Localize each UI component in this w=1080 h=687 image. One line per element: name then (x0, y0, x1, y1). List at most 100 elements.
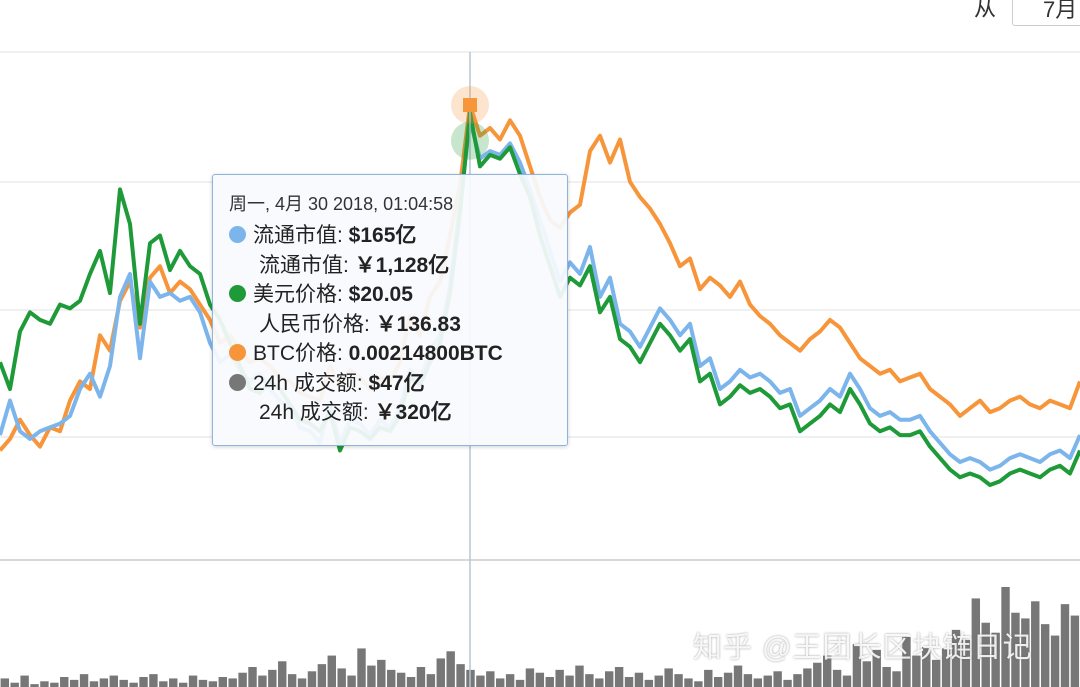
volume-bar (169, 678, 178, 687)
volume-bar (317, 664, 327, 687)
tooltip-row-volume-cny: 24h 成交额: ￥320亿 (229, 398, 567, 428)
volume-bar (0, 678, 10, 687)
volume-bar (862, 661, 872, 687)
volume-bar (505, 674, 515, 687)
tooltip-value: ￥1,128亿 (354, 253, 450, 277)
volume-bar (892, 671, 901, 687)
tooltip-row-volume-usd: 24h 成交额: $47亿 (229, 369, 567, 399)
volume-bar (347, 675, 356, 687)
volume-bar (238, 672, 247, 687)
hover-markers (451, 86, 489, 160)
volume-bar (307, 671, 317, 687)
tooltip-value: ￥320亿 (374, 401, 452, 424)
volume-bar (555, 669, 564, 687)
usd-price-legend-dot (229, 285, 246, 302)
volume-bar (941, 648, 951, 687)
volume-bar (882, 667, 891, 687)
tooltip-value: ￥136.83 (375, 312, 461, 336)
volume-bar (614, 667, 624, 687)
volume-bar (822, 655, 832, 687)
market-cap-legend-dot (229, 226, 246, 243)
tooltip-label: 24h 成交额: (253, 371, 369, 395)
volume-bar (605, 671, 614, 687)
volume-bar (842, 675, 852, 687)
volume-bar (991, 632, 1000, 687)
volume-bar (99, 678, 109, 687)
volume-bar (793, 674, 802, 687)
volume-bar (713, 677, 723, 687)
btc-price-hover-marker (463, 98, 477, 112)
volume-bar (981, 622, 990, 687)
volume-bar (733, 665, 743, 687)
volume-bar (188, 675, 198, 687)
volume-bar (89, 681, 99, 687)
tooltip-row-market-cap-usd: 流通市值: $165亿 (229, 221, 567, 251)
volume-bar (1060, 604, 1070, 687)
tooltip-row-cny-price: 人民币价格: ￥136.83 (229, 310, 567, 340)
volume-bar (723, 672, 733, 687)
volume-bar (515, 679, 525, 687)
volume-bar (684, 678, 693, 687)
volume-bar (476, 675, 485, 687)
volume-bar (109, 675, 118, 687)
volume-bar (327, 655, 336, 687)
usd-price-hover-halo (451, 121, 489, 160)
volume-bar (129, 682, 138, 687)
volume-bar (624, 677, 634, 687)
date-range-from-input[interactable]: 7月 (1012, 0, 1080, 26)
volume-bar (159, 681, 168, 687)
volume-bar (50, 682, 59, 687)
volume-bar (436, 658, 445, 687)
volume-bar (674, 674, 683, 687)
volume-bar (387, 669, 396, 687)
volume-bar (149, 674, 158, 687)
volume-bar (634, 672, 644, 687)
tooltip-label: 流通市值: (259, 253, 355, 277)
volume-bar (545, 677, 554, 687)
volume-bar (565, 675, 574, 687)
volume-bar (287, 674, 297, 687)
volume-bar (1031, 601, 1040, 687)
volume-bar (753, 678, 763, 687)
volume-bar (278, 661, 287, 687)
tooltip-value: 0.00214800BTC (348, 342, 503, 365)
volume-bar (198, 679, 208, 687)
tooltip-row-btc-price: BTC价格: 0.00214800BTC (229, 339, 567, 369)
tooltip-row-market-cap-cny: 流通市值: ￥1,128亿 (229, 251, 567, 281)
volume-bar (446, 651, 455, 687)
tooltip-label: 人民币价格: (259, 312, 376, 336)
volume-bar (69, 679, 79, 687)
tooltip-row-usd-price: 美元价格: $20.05 (229, 280, 567, 310)
volume-bar (783, 679, 792, 687)
volume-bar (337, 668, 346, 687)
volume-bar (406, 677, 416, 687)
btc-price-legend-dot (229, 344, 246, 361)
volume-bar (525, 668, 535, 687)
volume-bar (139, 677, 148, 687)
chart-tooltip: 周一, 4月 30 2018, 01:04:58 流通市值: $165亿 流通市… (212, 174, 568, 446)
volume-bar (931, 659, 941, 687)
volume-bar (664, 668, 673, 687)
volume-bar (416, 667, 426, 687)
volume-bar (595, 678, 604, 687)
volume-bar (902, 637, 911, 687)
tooltip-value: $165亿 (348, 224, 417, 247)
volume-bar (396, 672, 406, 687)
volume-bar (10, 682, 19, 687)
tooltip-value: $20.05 (348, 283, 413, 306)
volume-bar (377, 659, 386, 687)
volume-bar (961, 639, 971, 687)
volume-bar (912, 655, 921, 687)
volume-bar (872, 649, 881, 687)
volume-bar (743, 674, 753, 687)
date-range-from-label: 从 (974, 0, 997, 21)
volume-bar (268, 669, 277, 687)
volume-bar (644, 679, 654, 687)
volume-bars (0, 587, 1080, 687)
volume-bar (585, 674, 594, 687)
volume-bar (971, 598, 981, 687)
tooltip-value: $47亿 (368, 371, 425, 395)
volume-legend-dot (229, 373, 246, 391)
volume-bar (426, 674, 436, 687)
volume-bar (119, 679, 128, 687)
